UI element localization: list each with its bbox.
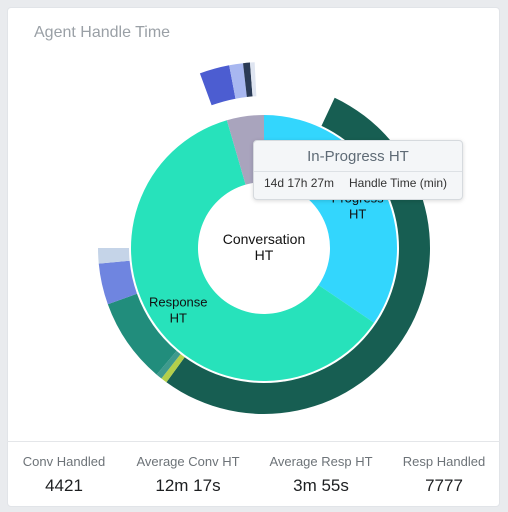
- third-ring-segment-2[interactable]: [229, 63, 247, 99]
- stat-conv-handled: Conv Handled 4421: [4, 454, 124, 496]
- stat-value: 4421: [45, 476, 83, 495]
- stats-footer: Conv Handled 4421 Average Conv HT 12m 17…: [7, 441, 500, 508]
- outer-ring-segment-5[interactable]: [98, 260, 137, 305]
- stat-value: 12m 17s: [155, 476, 221, 495]
- outer-ring-segment-3[interactable]: [156, 350, 181, 379]
- stat-value: 7777: [425, 476, 463, 495]
- center-label: Conversation HT: [223, 231, 306, 263]
- inner-ring-segment-1[interactable]: [131, 120, 375, 381]
- tooltip-title: In-Progress HT: [307, 148, 409, 165]
- stat-average-conv-ht: Average Conv HT 12m 17s: [128, 454, 248, 496]
- stat-label: Conv Handled: [22, 454, 106, 469]
- stat-label: Resp Handled: [402, 454, 486, 469]
- third-ring-segment-1[interactable]: [199, 65, 236, 106]
- stat-label: Average Resp HT: [269, 454, 373, 469]
- tooltip-value: 14d 17h 27m: [264, 176, 335, 190]
- outer-ring-segment-4[interactable]: [107, 293, 177, 375]
- outer-ring: [98, 97, 431, 415]
- tooltip: In-Progress HT 14d 17h 27m Handle Time (…: [253, 140, 463, 200]
- stat-average-resp-ht: Average Resp HT 3m 55s: [261, 454, 381, 496]
- third-ring-segment-4[interactable]: [249, 62, 257, 97]
- tooltip-divider: [254, 171, 462, 172]
- outer-ring-segment-6[interactable]: [98, 248, 130, 264]
- stat-value: 3m 55s: [293, 476, 349, 495]
- stat-label: Average Conv HT: [136, 454, 240, 469]
- third-ring-segment-3[interactable]: [243, 62, 253, 97]
- card-title: Agent Handle Time: [34, 24, 171, 41]
- inner-ring-label-1: Response HT: [149, 294, 208, 325]
- stat-resp-handled: Resp Handled 7777: [384, 454, 504, 496]
- tooltip-metric: Handle Time (min): [349, 176, 448, 190]
- outer-ring-segment-2[interactable]: [161, 354, 185, 383]
- outer-ring-segment-1[interactable]: [166, 97, 431, 415]
- third-ring: [199, 62, 257, 106]
